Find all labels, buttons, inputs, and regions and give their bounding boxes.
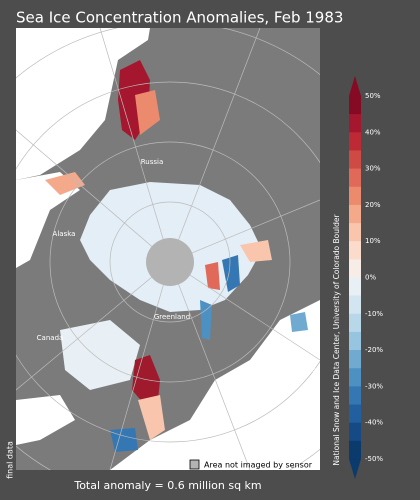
map — [16, 28, 320, 470]
colorbar-segment — [349, 386, 361, 405]
colorbar-segment — [349, 150, 361, 169]
colorbar-tick-label: 30% — [365, 165, 381, 173]
colorbar-tick-label: -20% — [365, 346, 383, 354]
colorbar-tick-label: 0% — [365, 274, 376, 282]
colorbar-segment — [349, 241, 361, 260]
region-label: Russia — [141, 158, 164, 166]
status-label: final data — [6, 441, 15, 479]
colorbar-segment — [349, 168, 361, 188]
colorbar-tick-label: 10% — [365, 237, 381, 245]
colorbar-segment — [349, 295, 361, 315]
legend-label: Area not imaged by sensor — [204, 461, 313, 470]
colorbar-segment — [349, 259, 361, 278]
colorbar-tick-label: 50% — [365, 92, 381, 100]
colorbar-tick-label: -10% — [365, 310, 383, 318]
colorbar-segment — [349, 223, 361, 242]
colorbar-arrow-bottom — [349, 459, 361, 479]
colorbar-segment — [349, 277, 361, 296]
colorbar-segment — [349, 368, 361, 387]
region-label: Canada — [37, 334, 64, 342]
colorbar-segment — [349, 440, 361, 460]
colorbar-segment — [349, 114, 361, 133]
colorbar-tick-label: 40% — [365, 128, 381, 136]
region-label: Europe — [292, 366, 317, 374]
colorbar-arrow-top — [349, 76, 361, 96]
colorbar-segment — [349, 96, 361, 115]
colorbar-segment — [349, 313, 361, 333]
colorbar-segment — [349, 204, 361, 224]
colorbar-tick-label: -30% — [365, 382, 383, 390]
region-label: Alaska — [53, 230, 76, 238]
colorbar-tick-label: -40% — [365, 419, 383, 427]
legend-swatch — [189, 459, 200, 470]
colorbar-segment — [349, 422, 361, 442]
colorbar-segment — [349, 350, 361, 369]
credit: National Snow and Ice Data Center, Unive… — [332, 214, 341, 466]
region-label: Greenland — [154, 313, 190, 321]
title: Sea Ice Concentration Anomalies, Feb 198… — [16, 9, 343, 27]
colorbar-segment — [349, 404, 361, 423]
colorbar-segment — [349, 186, 361, 206]
footer: Total anomaly = 0.6 million sq km — [73, 479, 261, 492]
colorbar-tick-label: 20% — [365, 201, 381, 209]
colorbar-segment — [349, 331, 361, 351]
colorbar-tick-label: -50% — [365, 455, 383, 463]
colorbar-segment — [349, 132, 361, 151]
